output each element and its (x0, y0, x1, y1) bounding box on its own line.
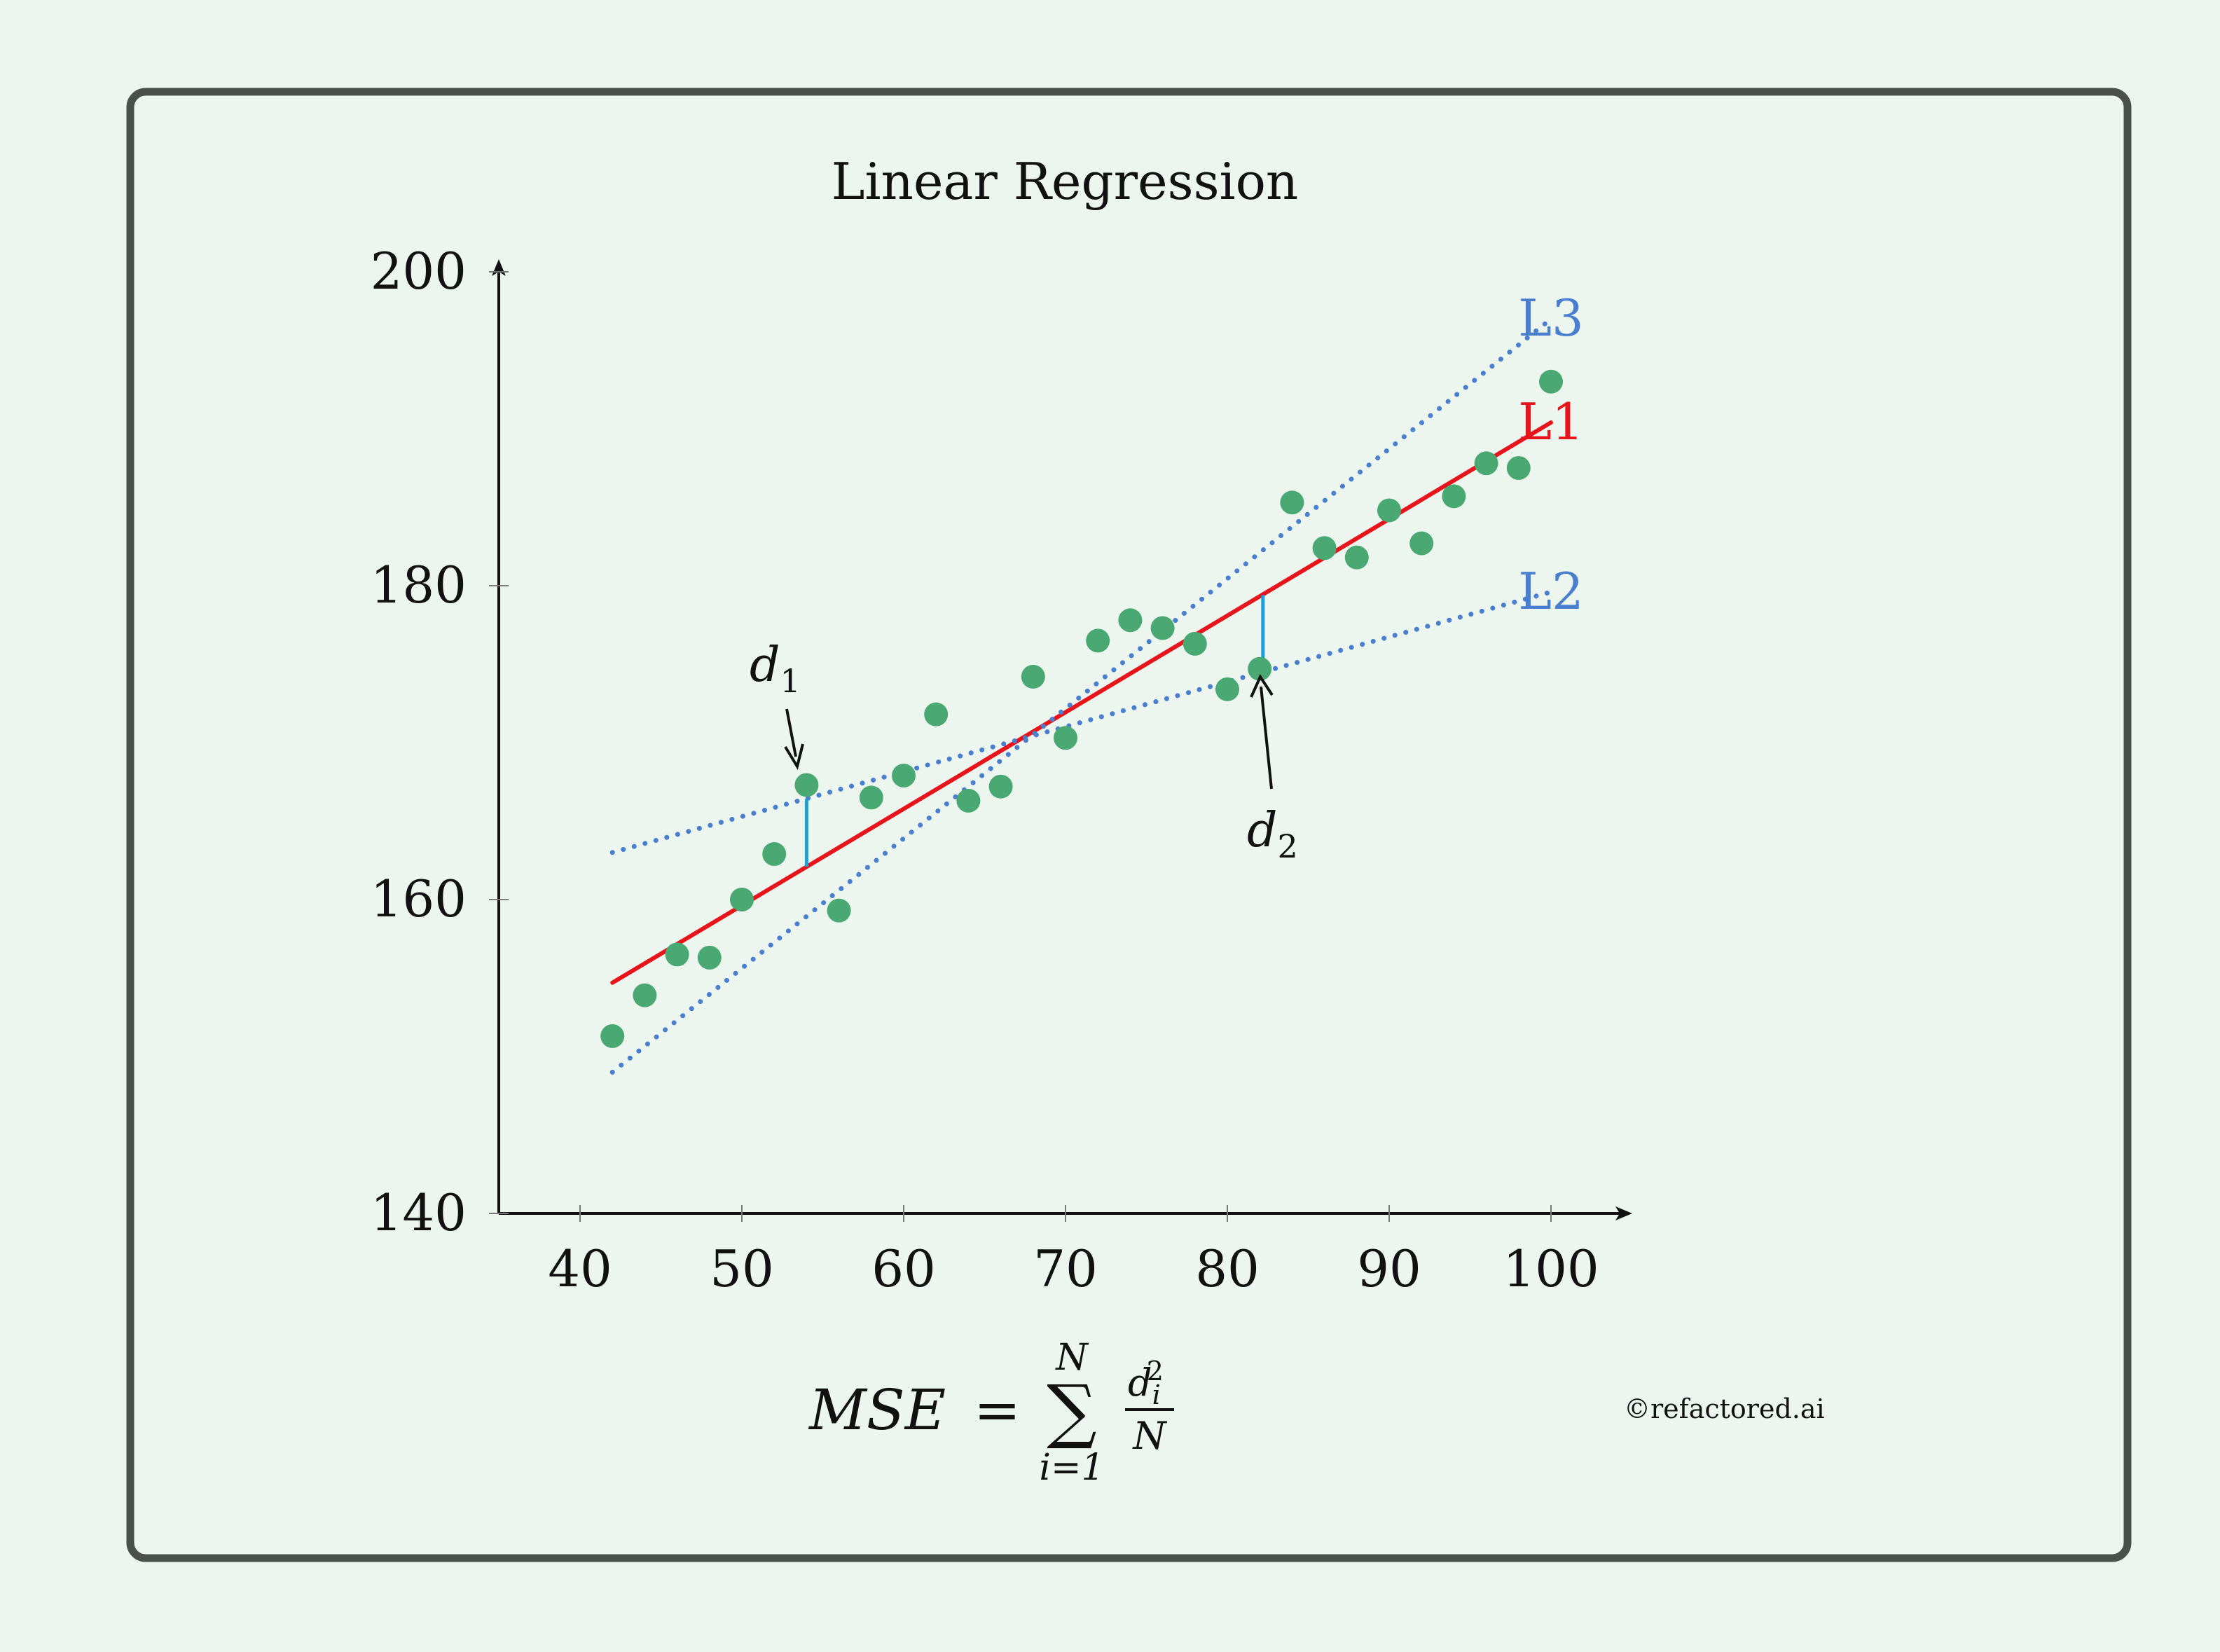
data-point (827, 898, 851, 923)
data-point (633, 983, 657, 1007)
figure-frame (126, 88, 2132, 1562)
d2-label: d2 (1247, 803, 1298, 865)
y-tick-label: 180 (371, 556, 467, 614)
data-point (1118, 608, 1143, 633)
data-point (665, 942, 689, 967)
y-tick-label: 140 (371, 1183, 467, 1242)
data-point (600, 1024, 625, 1048)
d2-arrow-shaft (1260, 686, 1273, 790)
x-tick-label: 80 (1195, 1239, 1260, 1298)
residual-annotation-d1: d1 (750, 638, 804, 771)
d1-arrowhead (784, 743, 804, 771)
scatter-points (600, 369, 1563, 1048)
data-point (1312, 536, 1337, 560)
data-point (1344, 545, 1369, 570)
d1-label: d1 (750, 638, 801, 700)
data-point (697, 945, 722, 970)
data-point (1377, 498, 1401, 523)
y-tick-label: 160 (371, 869, 467, 928)
data-point (762, 842, 787, 867)
d2-arrowhead (1250, 673, 1274, 698)
data-point (1539, 369, 1563, 394)
data-point (859, 785, 883, 810)
data-point (924, 702, 949, 727)
mse-formula: MSE = N ∑ i=1 di2 N (808, 1337, 1174, 1489)
formula-sum-lower: i=1 (1039, 1447, 1104, 1489)
regression-lines (609, 316, 1554, 1075)
data-point (1280, 490, 1304, 515)
formula-numerator: di2 (1128, 1356, 1164, 1410)
data-point (1248, 656, 1272, 681)
residual-annotation-d2: d2 (1247, 673, 1298, 865)
chart-title: Linear Regression (832, 152, 1299, 211)
data-point (1021, 664, 1045, 689)
data-point (1054, 726, 1077, 750)
data-point (1215, 677, 1239, 701)
data-point (794, 773, 819, 797)
formula-equals: = (974, 1377, 1021, 1443)
x-tick-label: 100 (1503, 1239, 1599, 1298)
data-point (892, 764, 916, 788)
watermark: ©refactored.ai (1624, 1393, 1825, 1424)
data-point (1150, 616, 1175, 640)
line-label-l3: L3 (1518, 289, 1584, 347)
x-tick-label: 40 (548, 1239, 612, 1298)
d1-arrow-shaft (785, 708, 797, 757)
axes: 40 50 60 70 80 90 100 140 160 180 200 (371, 242, 1632, 1298)
data-point (956, 788, 981, 813)
data-point (1183, 631, 1207, 656)
data-point (1086, 628, 1110, 653)
x-tick-label: 70 (1033, 1239, 1098, 1298)
data-point (1442, 484, 1466, 509)
data-point (1506, 456, 1531, 480)
data-point (988, 774, 1013, 799)
x-tick-label: 60 (871, 1239, 936, 1298)
regression-line-l3 (609, 316, 1554, 1075)
line-label-l1: L1 (1518, 392, 1584, 451)
x-tick-label: 90 (1357, 1239, 1421, 1298)
formula-lhs: MSE (808, 1377, 946, 1443)
data-point (1409, 531, 1434, 556)
formula-sum-upper: N (1054, 1337, 1089, 1379)
line-labels: L1 L2 L3 (1518, 289, 1584, 621)
formula-denominator: N (1131, 1414, 1167, 1458)
line-label-l2: L2 (1518, 562, 1584, 621)
regression-line-l2 (609, 589, 1554, 855)
data-point (1474, 451, 1498, 476)
residual-segments (804, 595, 1265, 867)
x-axis-arrowhead (1615, 1206, 1632, 1220)
data-point (730, 888, 754, 911)
formula-sum-symbol: ∑ (1047, 1370, 1096, 1452)
x-tick-label: 50 (710, 1239, 774, 1298)
y-tick-label: 200 (371, 242, 467, 301)
